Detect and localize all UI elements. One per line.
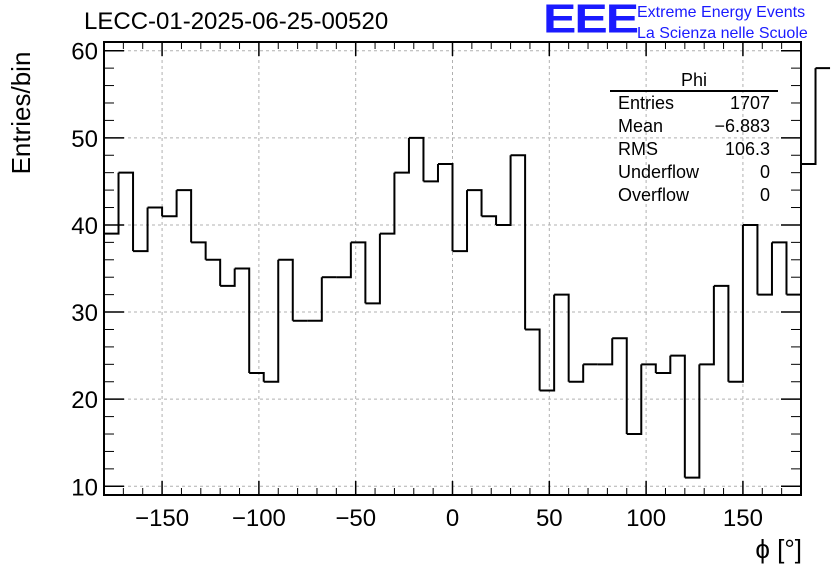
histogram-bin [205, 258, 222, 286]
stats-name: Phi [610, 70, 778, 92]
histogram-bin [655, 355, 672, 375]
histogram-bin [423, 163, 439, 183]
histogram-bin [147, 206, 164, 217]
histogram-bin [742, 223, 759, 295]
histogram-bin [713, 284, 730, 382]
histogram-bin [191, 241, 207, 260]
histogram-bin [684, 364, 701, 479]
stats-box: Phi Entries 1707 Mean −6.883 RMS 106.3 U… [610, 70, 778, 207]
histogram-bin [496, 155, 512, 226]
chart-title: LECC-01-2025-06-25-00520 [84, 8, 389, 35]
stats-label: Overflow [618, 185, 690, 205]
histogram-bin [176, 189, 193, 243]
histogram-bin [757, 242, 773, 296]
histogram-bin [118, 171, 135, 252]
histogram-series [104, 67, 831, 479]
histogram-bin [394, 137, 410, 174]
histogram-bin [641, 363, 657, 374]
stats-value: 0 [759, 185, 770, 205]
x-tick-label: −100 [232, 505, 286, 532]
stats-value: 0 [759, 162, 770, 182]
histogram-bin [162, 190, 178, 218]
y-tick-label: 50 [71, 126, 98, 153]
histogram-bin [350, 241, 367, 304]
histogram-bin [437, 162, 454, 252]
stats-row-mean: Mean −6.883 [610, 115, 778, 138]
x-tick-label: 50 [536, 505, 563, 532]
y-tick-label: 20 [71, 387, 98, 414]
histogram-bin [220, 268, 236, 287]
y-tick-label: 30 [71, 300, 98, 327]
stats-row-overflow: Overflow 0 [610, 184, 778, 207]
histogram-bin [568, 364, 585, 383]
stats-label: Mean [618, 116, 664, 136]
histogram-bin [554, 293, 570, 382]
y-tick-label: 40 [71, 213, 98, 240]
stats-label: RMS [618, 139, 658, 159]
x-tick-label: −50 [335, 505, 376, 532]
histogram-bin [234, 267, 251, 374]
stats-row-entries: Entries 1707 [610, 92, 778, 115]
stats-row-underflow: Underflow 0 [610, 161, 778, 184]
histogram-bin [104, 172, 120, 235]
x-tick-label: 150 [723, 505, 763, 532]
x-tick-label: −150 [135, 505, 189, 532]
stats-value: −6.883 [714, 116, 770, 136]
stats-value: 1707 [729, 93, 770, 113]
histogram-bin [481, 215, 498, 225]
histogram-bin [249, 372, 265, 382]
histogram-bin [510, 154, 527, 330]
histogram-bin [786, 163, 802, 296]
histogram-bin [539, 294, 556, 392]
eee-logo: EEE [543, 0, 639, 42]
histogram-bin [365, 233, 381, 305]
histogram-bin [728, 224, 744, 383]
histogram-bin [133, 207, 149, 253]
histogram-bin [626, 364, 643, 436]
histogram-bin [612, 337, 628, 435]
stats-label: Entries [618, 93, 675, 113]
stats-value: 106.3 [724, 139, 770, 159]
histogram-bin [801, 68, 817, 165]
x-tick-label: 100 [626, 505, 666, 532]
histogram-bin [278, 258, 294, 321]
y-tick-label: 10 [71, 474, 98, 501]
axis-ticks [103, 42, 802, 495]
logo-line-2: La Scienza nelle Scuole [637, 25, 808, 42]
histogram-bin [307, 277, 323, 322]
x-tick-label: 0 [446, 505, 459, 532]
histogram-bin [670, 354, 686, 478]
histogram-bin [263, 259, 280, 383]
histogram-bin [379, 172, 396, 235]
histogram-bin [771, 241, 788, 295]
histogram-bin [525, 328, 541, 391]
histogram-bin [699, 285, 715, 366]
histogram-bin [597, 338, 614, 366]
histogram-bin [336, 242, 352, 279]
tick-labels: −150 −100 −50 0 50 100 150 10 20 30 40 50 60 [71, 39, 763, 532]
stats-label: Underflow [618, 162, 700, 182]
y-axis-label: Entries/bin [6, 52, 36, 175]
y-tick-label: 60 [71, 39, 98, 66]
x-axis-label: ϕ [°] [755, 534, 802, 564]
logo-line-1: Extreme Energy Events [637, 4, 806, 21]
histogram-bin [452, 190, 469, 253]
plot-frame [103, 41, 802, 496]
histogram-bin [467, 189, 483, 217]
stats-row-rms: RMS 106.3 [610, 138, 778, 161]
histogram-bin [408, 136, 425, 182]
